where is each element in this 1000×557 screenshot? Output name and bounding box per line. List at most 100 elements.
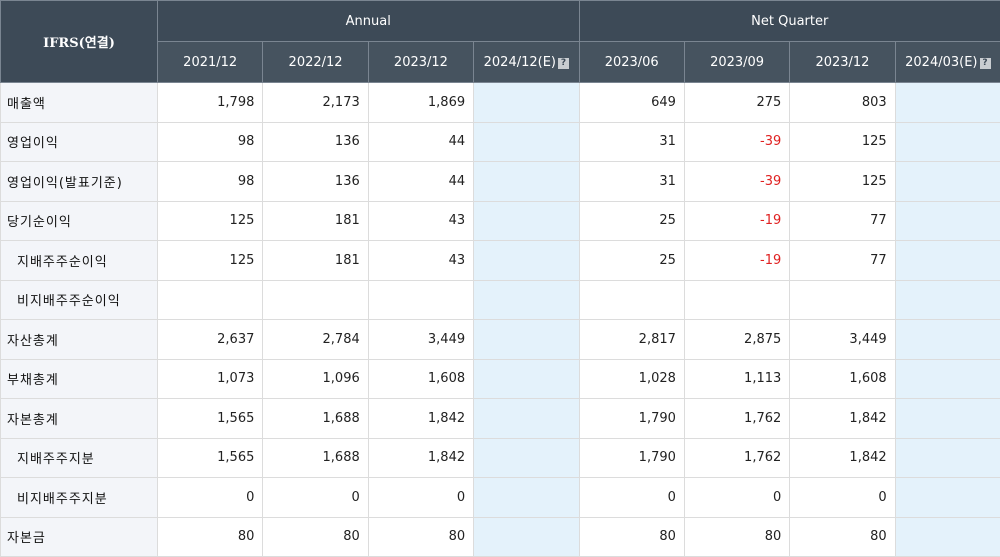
value-cell	[790, 280, 895, 320]
value-cell: 125	[790, 122, 895, 162]
period-label: 2024/12(E)	[484, 55, 556, 70]
help-icon[interactable]: ?	[558, 58, 569, 69]
value-cell: 181	[263, 201, 368, 241]
header-group-row: IFRS(연결) Annual Net Quarter	[1, 1, 1000, 42]
value-cell: -39	[684, 122, 789, 162]
value-cell	[895, 478, 1000, 518]
value-cell: 2,875	[684, 320, 789, 360]
value-cell: 80	[158, 517, 263, 557]
value-cell	[895, 83, 1000, 123]
value-cell: 0	[263, 478, 368, 518]
row-label: 영업이익	[1, 122, 158, 162]
value-cell: 44	[368, 162, 473, 202]
value-cell: 125	[158, 241, 263, 281]
value-cell	[895, 399, 1000, 439]
value-cell: 0	[684, 478, 789, 518]
annual-group-header: Annual	[158, 1, 580, 42]
value-cell	[474, 280, 579, 320]
value-cell	[368, 280, 473, 320]
value-cell	[895, 122, 1000, 162]
value-cell: 803	[790, 83, 895, 123]
value-cell: 2,784	[263, 320, 368, 360]
value-cell	[474, 438, 579, 478]
value-cell: 44	[368, 122, 473, 162]
value-cell: 1,790	[579, 399, 684, 439]
value-cell	[895, 517, 1000, 557]
value-cell: 1,565	[158, 438, 263, 478]
quarter-period-header: 2023/06	[579, 42, 684, 83]
help-icon[interactable]: ?	[980, 58, 991, 69]
row-label: 영업이익(발표기준)	[1, 162, 158, 202]
quarter-period-header: 2023/12	[790, 42, 895, 83]
value-cell: 1,842	[368, 438, 473, 478]
value-cell	[158, 280, 263, 320]
value-cell: -19	[684, 241, 789, 281]
value-cell: 2,817	[579, 320, 684, 360]
value-cell: 2,637	[158, 320, 263, 360]
value-cell: 1,762	[684, 438, 789, 478]
row-label: 자본금	[1, 517, 158, 557]
net-quarter-group-header: Net Quarter	[579, 1, 1000, 42]
value-cell: 1,798	[158, 83, 263, 123]
ifrs-consolidated-header: IFRS(연결)	[1, 1, 158, 83]
annual-period-header: 2023/12	[368, 42, 473, 83]
value-cell	[684, 280, 789, 320]
value-cell: 1,113	[684, 359, 789, 399]
value-cell	[895, 280, 1000, 320]
value-cell: 1,842	[790, 399, 895, 439]
value-cell: 31	[579, 162, 684, 202]
quarter-period-header: 2023/09	[684, 42, 789, 83]
value-cell: 649	[579, 83, 684, 123]
value-cell	[474, 320, 579, 360]
row-label: 비지배주주지분	[1, 478, 158, 518]
value-cell: 0	[158, 478, 263, 518]
annual-period-header: 2022/12	[263, 42, 368, 83]
row-label: 지배주주지분	[1, 438, 158, 478]
value-cell: 80	[684, 517, 789, 557]
value-cell: 0	[790, 478, 895, 518]
value-cell	[474, 399, 579, 439]
period-label: 2024/03(E)	[905, 55, 977, 70]
table-row: 비지배주주순이익	[1, 280, 1000, 320]
value-cell: 1,790	[579, 438, 684, 478]
value-cell: 1,842	[790, 438, 895, 478]
row-label: 부채총계	[1, 359, 158, 399]
value-cell: 1,608	[790, 359, 895, 399]
value-cell	[895, 438, 1000, 478]
value-cell	[579, 280, 684, 320]
row-label: 당기순이익	[1, 201, 158, 241]
value-cell	[474, 517, 579, 557]
value-cell	[895, 320, 1000, 360]
value-cell: 80	[579, 517, 684, 557]
value-cell: 1,608	[368, 359, 473, 399]
value-cell: 1,028	[579, 359, 684, 399]
value-cell: 136	[263, 162, 368, 202]
value-cell: 1,688	[263, 438, 368, 478]
value-cell: 136	[263, 122, 368, 162]
annual-period-header: 2021/12	[158, 42, 263, 83]
row-label: 지배주주순이익	[1, 241, 158, 281]
value-cell	[474, 241, 579, 281]
value-cell	[895, 162, 1000, 202]
value-cell: 43	[368, 201, 473, 241]
value-cell: 31	[579, 122, 684, 162]
value-cell: 3,449	[368, 320, 473, 360]
value-cell: 25	[579, 241, 684, 281]
value-cell	[474, 478, 579, 518]
value-cell: 98	[158, 162, 263, 202]
value-cell	[474, 359, 579, 399]
value-cell: 1,688	[263, 399, 368, 439]
value-cell: 77	[790, 241, 895, 281]
